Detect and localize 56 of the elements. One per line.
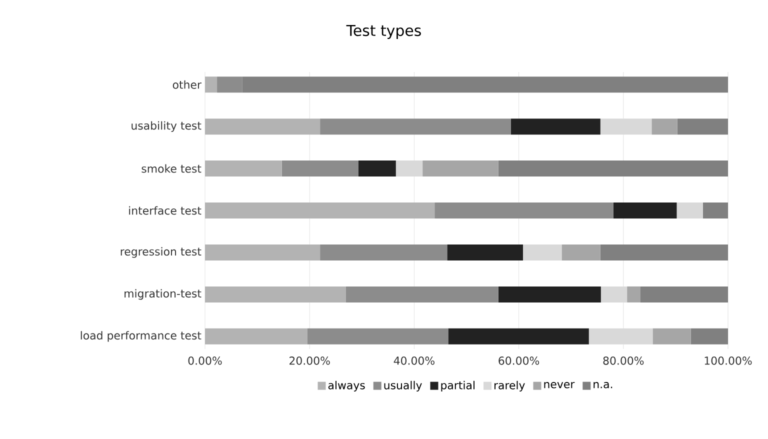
legend-label: rarely: [494, 380, 525, 392]
bar: [652, 328, 691, 344]
bar: [676, 202, 703, 219]
x-tick-label: 40.00%: [394, 356, 434, 365]
bar: [308, 328, 448, 344]
y-tick-label: smoke test: [142, 164, 202, 173]
bar: [320, 118, 511, 135]
bar: [613, 202, 677, 219]
bar: [205, 244, 320, 260]
legend-label: partial: [441, 380, 474, 392]
bar: [498, 286, 601, 302]
x-tick-label: 100.00%: [704, 356, 752, 365]
bar: [434, 202, 614, 219]
bar: [205, 328, 308, 344]
bar: [447, 244, 523, 260]
bar: [346, 286, 498, 302]
x-tick-label: 20.00%: [290, 356, 330, 365]
legend-label: always: [328, 380, 365, 392]
bar: [627, 286, 640, 302]
bar: [562, 244, 600, 260]
bar: [282, 160, 358, 177]
bar: [396, 160, 423, 177]
bar: [205, 118, 320, 135]
y-tick-label: other: [172, 80, 202, 89]
y-tick-label: load performance test: [80, 331, 202, 342]
bar: [588, 328, 653, 344]
y-tick-label: migration-test: [124, 289, 202, 300]
y-tick-label: interface test: [129, 206, 202, 215]
bar: [205, 286, 346, 302]
bar: [422, 160, 498, 177]
chart-title: Test types: [346, 24, 421, 39]
bar: [600, 286, 628, 302]
bar: [448, 328, 589, 344]
legend-label: never: [544, 382, 575, 388]
bar: [358, 160, 396, 177]
bar: [652, 118, 678, 135]
bar: [498, 160, 728, 177]
bar: [600, 244, 728, 260]
bar: [205, 202, 435, 219]
bar: [205, 160, 282, 177]
x-tick-label: 60.00%: [498, 356, 540, 365]
bar: [690, 328, 728, 344]
legend-label: n.a.: [594, 382, 612, 388]
y-tick-label: regression test: [120, 247, 202, 258]
legend-label: usually: [384, 380, 422, 392]
y-tick-label: usability test: [132, 121, 202, 132]
bar: [522, 244, 562, 260]
bar: [640, 286, 728, 302]
bar: [205, 76, 218, 93]
bar: [320, 244, 448, 260]
bar: [510, 118, 600, 135]
x-tick-label: 0.00%: [188, 356, 222, 365]
x-tick-label: 80.00%: [603, 356, 644, 365]
bar: [702, 202, 728, 219]
bar: [600, 118, 652, 135]
bar: [677, 118, 728, 135]
